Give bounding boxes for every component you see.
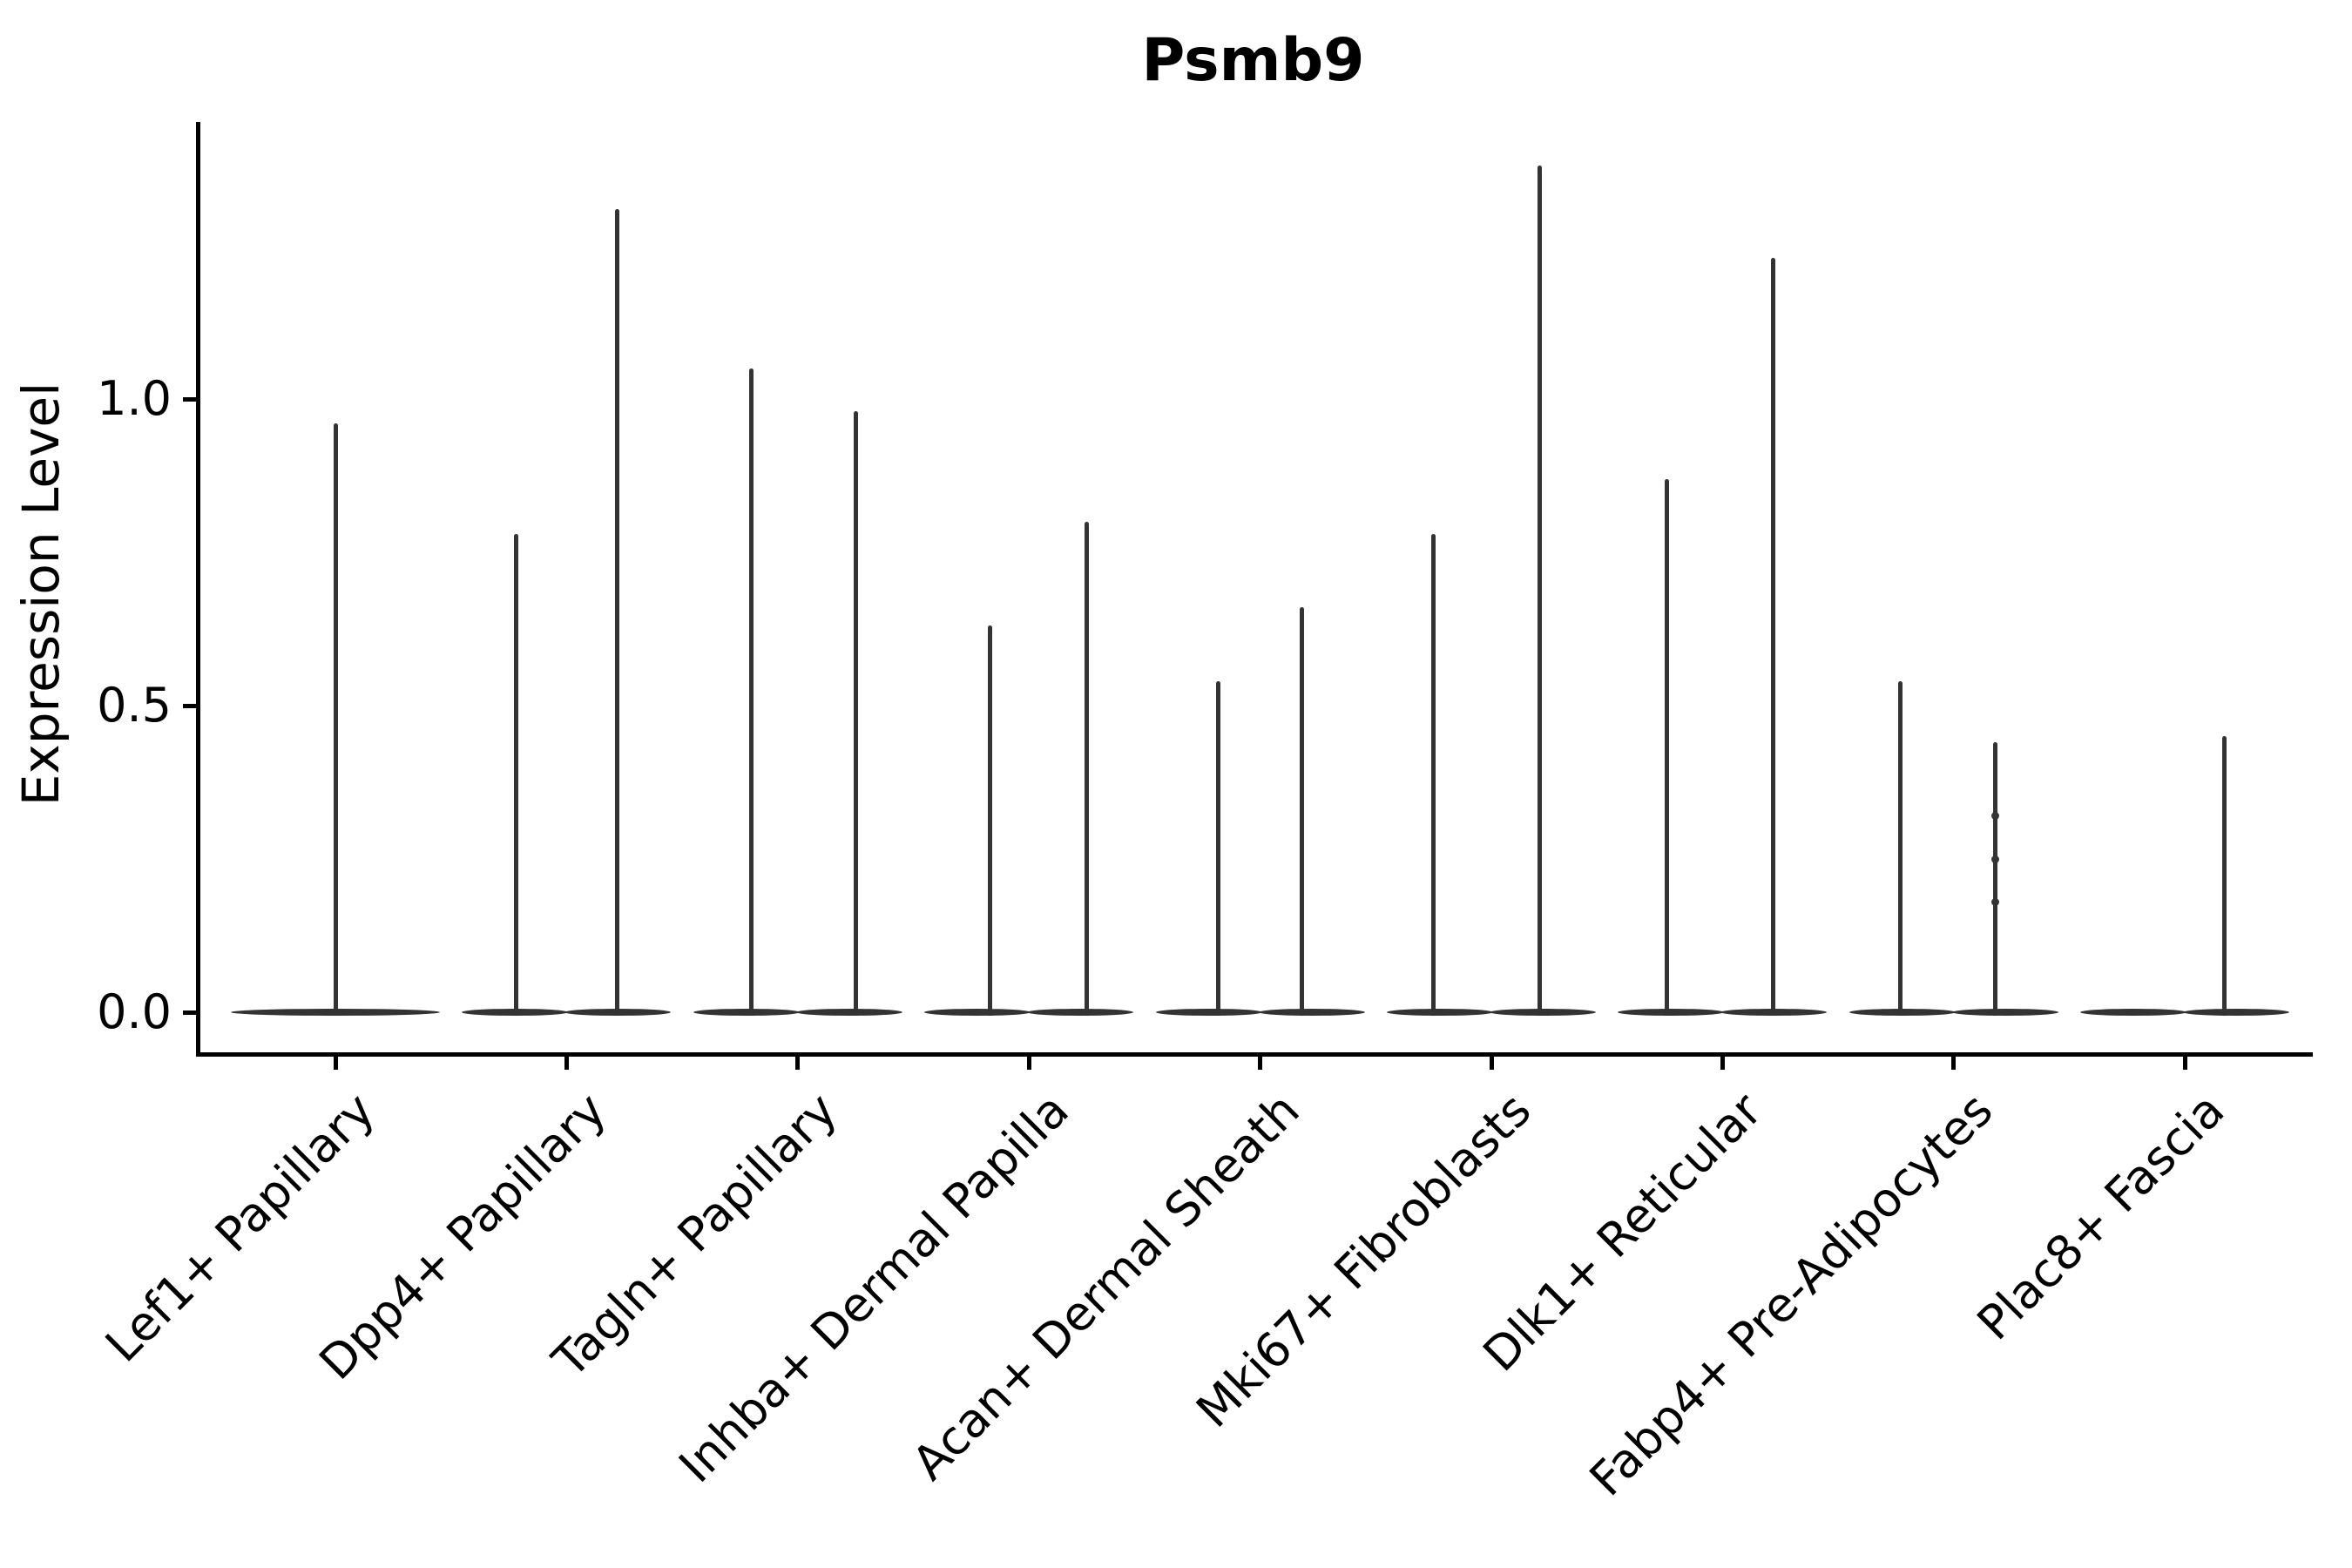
violin-body: [924, 1009, 1031, 1016]
y-tick-label: 0.0: [97, 984, 172, 1039]
violin-body: [1387, 1009, 1493, 1016]
violin-body: [2080, 1009, 2187, 1016]
violin-tail: [2221, 736, 2227, 1016]
x-tick-label: Acan+ Dermal Sheath: [902, 1082, 1310, 1491]
violin-tail: [1299, 607, 1304, 1016]
violin-tail: [333, 423, 338, 1016]
violin-tail: [1216, 680, 1221, 1016]
cell-point: [1991, 855, 2000, 863]
violin-tail: [1538, 166, 1543, 1016]
violin-tail: [513, 533, 518, 1016]
violin-tail: [1993, 742, 1998, 1016]
y-tick-mark: [182, 1010, 196, 1015]
x-tick-mark: [1951, 1056, 1957, 1070]
x-tick-label: Inhba+ Dermal Papilla: [667, 1082, 1079, 1494]
y-tick-label: 0.5: [97, 678, 172, 733]
x-tick-mark: [333, 1056, 338, 1070]
violin-tail: [1085, 521, 1090, 1016]
violin-tail: [987, 625, 992, 1016]
y-tick-mark: [182, 703, 196, 708]
violin-body: [1618, 1009, 1725, 1016]
y-axis-line: [195, 122, 200, 1057]
y-axis-label: Expression Level: [11, 382, 71, 807]
x-tick-mark: [564, 1056, 569, 1070]
plot-title: Psmb9: [1141, 26, 1365, 95]
violin-body: [1258, 1009, 1365, 1016]
cell-point: [1991, 897, 2000, 906]
cell-point: [1991, 812, 2000, 821]
violin-tail: [1898, 680, 1903, 1016]
y-tick-label: 1.0: [97, 371, 172, 426]
violin-body: [795, 1009, 902, 1016]
violin-tail: [615, 208, 620, 1016]
violin-body: [1027, 1009, 1134, 1016]
violin-body: [1155, 1009, 1262, 1016]
violin-tail: [853, 411, 858, 1016]
violin-body: [693, 1009, 800, 1016]
x-tick-mark: [795, 1056, 801, 1070]
x-axis-line: [195, 1051, 2313, 1057]
x-tick-mark: [1026, 1056, 1031, 1070]
violin-body: [1490, 1009, 1596, 1016]
violin-tail: [749, 368, 754, 1016]
x-tick-mark: [1258, 1056, 1263, 1070]
x-tick-label: Plac8+ Fascia: [1966, 1082, 2235, 1351]
x-tick-label: Fabp4+ Pre-Adipocytes: [1579, 1082, 2004, 1507]
violin-tail: [1771, 258, 1776, 1016]
x-tick-mark: [2182, 1056, 2187, 1070]
y-tick-mark: [182, 396, 196, 402]
x-tick-mark: [1720, 1056, 1725, 1070]
x-tick-mark: [1489, 1056, 1494, 1070]
violin-tail: [1665, 478, 1670, 1016]
violin-tail: [1431, 533, 1436, 1016]
violin-body: [2183, 1009, 2290, 1016]
violin-body: [1951, 1009, 2058, 1016]
